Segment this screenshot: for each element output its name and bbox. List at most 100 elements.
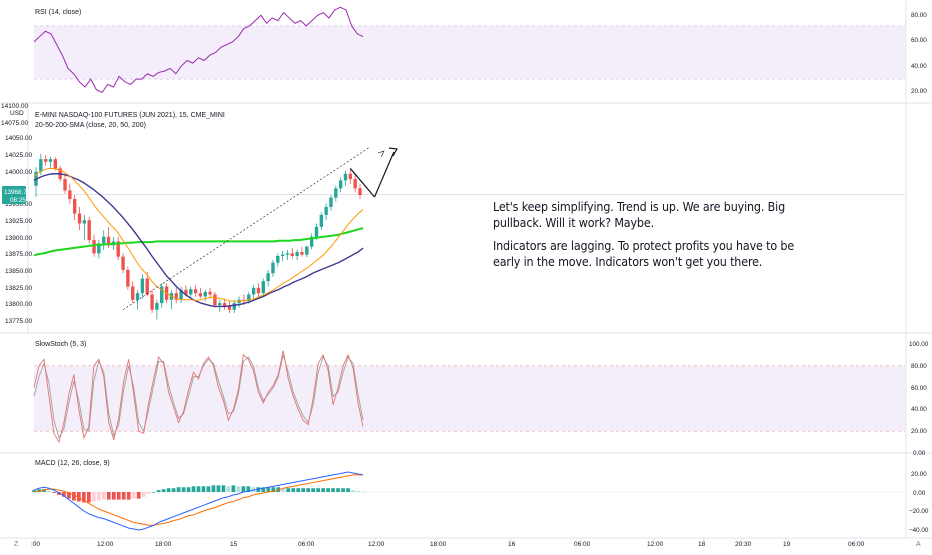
- candle-body: [208, 291, 212, 295]
- last-price-countdown: 08:25: [10, 197, 26, 204]
- macd-histogram-bar: [186, 487, 191, 492]
- macd-histogram-bar: [111, 492, 116, 500]
- time-label: 20:30: [735, 541, 752, 548]
- candle-body: [314, 226, 319, 237]
- candle-body: [338, 180, 343, 189]
- macd-histogram-bar: [47, 491, 51, 492]
- main-subtitle: 20-50-200-SMA (close, 20, 50, 200): [35, 122, 146, 129]
- panel-backgrounds: [0, 0, 932, 539]
- macd-histogram-bar: [261, 487, 266, 492]
- macd-histogram-bar: [126, 492, 131, 500]
- price-tick: 13800.00: [5, 301, 32, 308]
- candle-body: [82, 220, 87, 224]
- macd-histogram-bar: [146, 492, 151, 494]
- rsi-tick: 60.00: [911, 37, 927, 44]
- macd-histogram-bar: [156, 490, 161, 492]
- macd-histogram-bar: [351, 490, 355, 492]
- candle-body: [174, 293, 178, 300]
- price-tick: 14050.00: [5, 135, 32, 142]
- time-label: 15: [230, 541, 238, 548]
- macd-histogram-bar: [326, 488, 330, 492]
- candle-body: [63, 179, 67, 191]
- candle-body: [198, 293, 203, 297]
- sma50-line: [33, 173, 364, 308]
- candle-body: [232, 303, 236, 310]
- rsi-band: [34, 25, 905, 80]
- projection-line: [373, 151, 395, 198]
- macd-label: MACD (12, 26, close, 9): [35, 460, 110, 467]
- macd-histogram-bar: [206, 486, 211, 492]
- trend-arrowhead: [377, 150, 385, 158]
- stoch-k-line: [33, 350, 364, 444]
- price-panel: [33, 146, 905, 320]
- macd-histogram-bar: [321, 488, 325, 492]
- price-tick: 14000.00: [5, 169, 32, 176]
- macd-histogram-bar: [62, 492, 66, 497]
- projection-arrowhead: [388, 147, 398, 157]
- macd-histogram-bar: [231, 485, 236, 492]
- candle-body: [92, 240, 96, 254]
- candle-body: [116, 241, 120, 257]
- macd-tick: −20.00: [909, 508, 929, 515]
- candle-body: [251, 287, 256, 295]
- price-tick: 14025.00: [5, 152, 32, 159]
- macd-histogram-bar: [116, 492, 121, 500]
- macd-panel: [32, 471, 905, 531]
- candle-body: [261, 281, 265, 294]
- macd-histogram-bar: [196, 486, 201, 492]
- macd-histogram-bar: [161, 489, 166, 492]
- macd-histogram-bar: [341, 488, 345, 492]
- macd-histogram-bar: [216, 485, 221, 492]
- macd-histogram-bar: [301, 488, 306, 492]
- candle-body: [87, 220, 91, 241]
- macd-histogram-bar: [96, 492, 101, 501]
- price-tick: 13775.00: [5, 318, 32, 325]
- macd-histogram-bar: [171, 488, 176, 492]
- macd-histogram-bar: [221, 485, 226, 492]
- rsi-line: [33, 6, 364, 93]
- time-label: 12:00: [97, 541, 114, 548]
- time-axis: [34, 538, 856, 541]
- macd-histogram-bar: [67, 492, 71, 499]
- stoch-tick: 60.00: [911, 385, 927, 392]
- time-label: 18:00: [155, 541, 172, 548]
- macd-histogram-bar: [346, 488, 350, 492]
- macd-histogram-bar: [291, 488, 296, 492]
- candle-body: [247, 294, 251, 302]
- stoch-label: SlowStoch (5, 3): [35, 341, 86, 348]
- annotation-paragraph-1: Let's keep simplifying. Trend is up. We …: [493, 199, 786, 230]
- time-label: 06:00: [298, 541, 315, 548]
- candle-body: [160, 286, 164, 304]
- main-title: E-MINI NASDAQ-100 FUTURES (JUN 2021), 15…: [35, 112, 225, 119]
- macd-tick: 0.00: [913, 490, 926, 497]
- macd-histogram-bar: [76, 492, 81, 502]
- rsi-tick: 20.00: [911, 88, 927, 95]
- candle-body: [203, 291, 207, 297]
- auto-scale-icon[interactable]: A: [916, 541, 921, 548]
- timezone-icon[interactable]: Z: [14, 541, 19, 548]
- time-label: 18: [698, 541, 706, 548]
- macd-histogram-bar: [141, 492, 146, 497]
- candle-body: [348, 173, 353, 180]
- time-label: 06:00: [574, 541, 591, 548]
- macd-histogram-bar: [306, 488, 311, 492]
- macd-histogram-bar: [311, 488, 316, 492]
- annotation-paragraph-2: Indicators are lagging. To protect profi…: [493, 238, 795, 269]
- panel-bg: [0, 103, 932, 333]
- macd-histogram-bar: [72, 492, 76, 501]
- macd-histogram-bar: [32, 490, 36, 492]
- macd-histogram-bar: [246, 486, 251, 492]
- macd-histogram-bar: [101, 492, 106, 500]
- macd-line: [33, 471, 364, 531]
- candle-body: [102, 236, 106, 244]
- candle-body: [77, 213, 82, 224]
- candle-body: [97, 243, 101, 254]
- candle-body: [72, 198, 77, 214]
- candle-body: [227, 306, 232, 310]
- candle-body: [213, 294, 217, 306]
- candle-body: [276, 256, 280, 263]
- macd-histogram-bar: [356, 491, 360, 492]
- candle-body: [309, 236, 314, 247]
- stoch-tick: 0.00: [913, 450, 926, 457]
